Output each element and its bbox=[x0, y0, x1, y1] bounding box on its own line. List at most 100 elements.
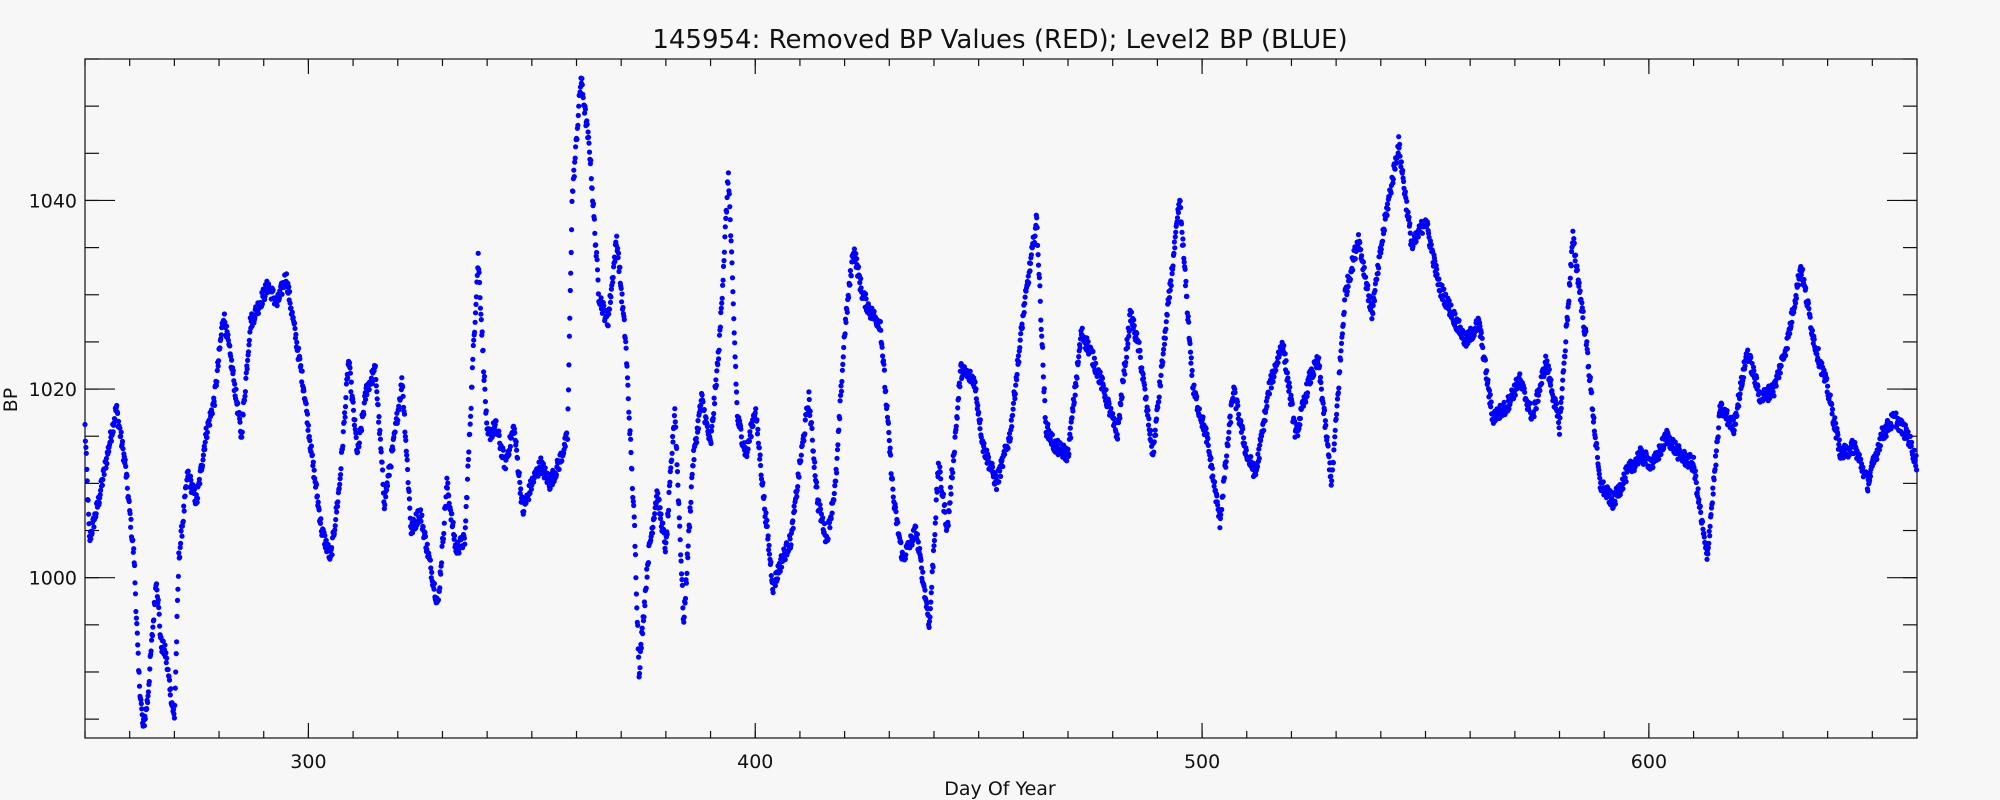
data-point bbox=[133, 615, 139, 621]
data-point bbox=[694, 439, 700, 445]
data-point bbox=[1559, 395, 1565, 401]
data-point bbox=[1077, 345, 1083, 351]
data-point bbox=[1907, 433, 1913, 439]
data-point bbox=[404, 457, 410, 463]
data-point bbox=[1706, 540, 1712, 547]
data-point bbox=[1148, 427, 1154, 434]
data-point bbox=[1783, 352, 1789, 359]
data-point bbox=[1038, 326, 1044, 332]
data-point bbox=[1183, 278, 1189, 284]
data-point bbox=[729, 275, 736, 281]
data-point bbox=[1320, 400, 1326, 406]
data-point bbox=[565, 387, 572, 393]
data-point bbox=[1334, 411, 1340, 417]
data-point bbox=[700, 399, 706, 405]
data-point bbox=[364, 392, 370, 398]
data-point bbox=[1393, 160, 1399, 166]
data-point bbox=[287, 300, 293, 306]
data-point bbox=[1014, 377, 1020, 383]
data-point bbox=[1188, 360, 1194, 366]
data-point bbox=[89, 530, 95, 536]
data-point bbox=[1856, 452, 1862, 458]
data-point bbox=[1012, 396, 1018, 402]
data-point bbox=[847, 282, 853, 288]
data-point bbox=[1829, 411, 1835, 417]
data-point bbox=[1448, 302, 1454, 308]
data-point bbox=[1021, 309, 1027, 316]
data-point bbox=[115, 418, 122, 424]
data-point bbox=[1225, 436, 1231, 442]
data-point bbox=[1556, 425, 1562, 431]
data-point bbox=[1018, 331, 1024, 337]
data-point bbox=[701, 407, 707, 413]
data-point bbox=[658, 511, 664, 517]
data-point bbox=[145, 693, 151, 699]
data-point bbox=[1378, 246, 1384, 252]
data-point bbox=[1415, 234, 1421, 240]
data-point bbox=[216, 358, 222, 364]
data-point bbox=[1419, 230, 1425, 236]
data-point bbox=[1161, 341, 1168, 347]
data-point bbox=[680, 605, 686, 611]
data-point bbox=[898, 540, 904, 546]
data-point bbox=[1090, 348, 1096, 355]
data-point bbox=[1017, 345, 1023, 351]
data-point bbox=[1108, 405, 1114, 411]
data-point bbox=[1124, 345, 1131, 351]
data-point bbox=[214, 379, 220, 385]
data-point bbox=[598, 295, 604, 301]
data-point bbox=[117, 425, 123, 431]
data-point bbox=[820, 515, 826, 521]
data-point bbox=[831, 497, 837, 503]
data-point bbox=[806, 389, 812, 395]
data-point bbox=[1697, 503, 1703, 509]
data-point bbox=[1737, 396, 1743, 402]
data-point bbox=[1724, 408, 1730, 414]
data-point bbox=[1311, 372, 1317, 378]
data-point bbox=[628, 436, 634, 442]
data-point bbox=[1731, 427, 1737, 433]
data-point bbox=[1131, 323, 1137, 329]
data-point bbox=[579, 82, 585, 88]
data-point bbox=[1069, 415, 1075, 421]
data-point bbox=[1073, 383, 1079, 389]
data-point bbox=[496, 432, 502, 438]
data-point bbox=[615, 245, 621, 251]
data-point bbox=[1390, 176, 1396, 182]
data-point bbox=[918, 565, 925, 571]
data-point bbox=[1174, 215, 1181, 221]
data-point bbox=[329, 545, 335, 551]
data-point bbox=[1501, 399, 1507, 405]
data-point bbox=[721, 249, 728, 255]
data-point bbox=[1801, 276, 1807, 283]
data-point bbox=[329, 552, 335, 558]
data-point bbox=[342, 404, 349, 410]
data-point bbox=[687, 508, 694, 514]
data-point bbox=[937, 464, 943, 470]
data-point bbox=[401, 411, 408, 417]
data-point bbox=[1371, 298, 1378, 304]
data-point bbox=[114, 402, 120, 409]
data-point bbox=[1558, 405, 1564, 411]
data-point bbox=[1807, 314, 1813, 320]
data-point bbox=[1803, 285, 1809, 291]
data-point bbox=[858, 285, 864, 291]
data-point bbox=[1157, 383, 1164, 389]
data-point bbox=[1535, 398, 1541, 404]
data-point bbox=[1271, 374, 1277, 380]
data-point bbox=[703, 415, 709, 421]
data-point bbox=[197, 481, 203, 487]
data-point bbox=[353, 430, 359, 436]
data-point bbox=[513, 439, 519, 445]
data-point bbox=[972, 379, 978, 385]
data-point bbox=[903, 552, 909, 558]
data-point bbox=[1181, 259, 1187, 265]
data-point bbox=[1360, 259, 1366, 265]
data-point bbox=[435, 597, 441, 603]
data-point bbox=[233, 386, 239, 392]
data-point bbox=[634, 605, 640, 611]
data-point bbox=[720, 263, 727, 269]
data-point bbox=[1426, 230, 1432, 237]
data-point bbox=[376, 419, 382, 425]
